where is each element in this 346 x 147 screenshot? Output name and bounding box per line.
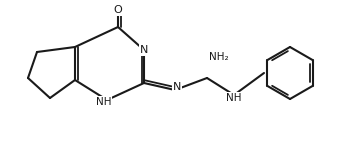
Text: N: N: [173, 82, 181, 92]
Text: N: N: [140, 45, 148, 55]
Text: NH: NH: [226, 93, 242, 103]
Text: NH: NH: [96, 97, 112, 107]
Text: NH₂: NH₂: [209, 52, 229, 62]
Text: O: O: [113, 5, 122, 15]
